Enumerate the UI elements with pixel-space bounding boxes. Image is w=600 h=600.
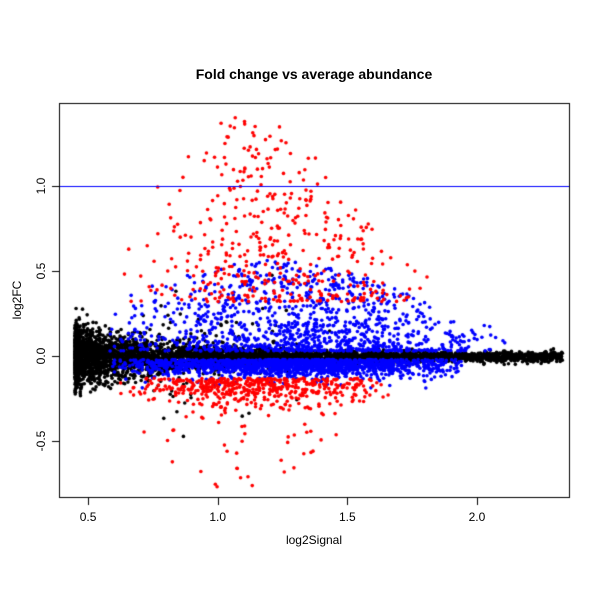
- x-tick-label: 0.5: [79, 510, 97, 524]
- y-tick-label: -0.5: [34, 430, 48, 452]
- y-tick-label: 1.0: [34, 177, 48, 195]
- x-tick-label: 1.0: [209, 510, 227, 524]
- x-tick-label: 2.0: [468, 510, 486, 524]
- y-tick-label: 0.0: [34, 347, 48, 365]
- x-tick-label: 1.5: [338, 510, 356, 524]
- y-tick-label: 0.5: [34, 262, 48, 280]
- y-axis-label: log2FC: [10, 280, 24, 320]
- x-axis-label: log2Signal: [285, 533, 343, 547]
- chart-title: Fold change vs average abundance: [195, 66, 433, 82]
